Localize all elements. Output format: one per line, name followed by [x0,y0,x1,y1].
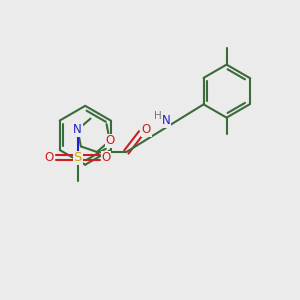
Text: O: O [102,151,111,164]
Text: O: O [44,151,54,164]
Text: N: N [162,114,171,127]
Text: N: N [73,123,82,136]
Text: O: O [105,134,114,147]
Text: S: S [74,151,82,164]
Text: H: H [154,111,161,122]
Text: O: O [142,123,151,136]
